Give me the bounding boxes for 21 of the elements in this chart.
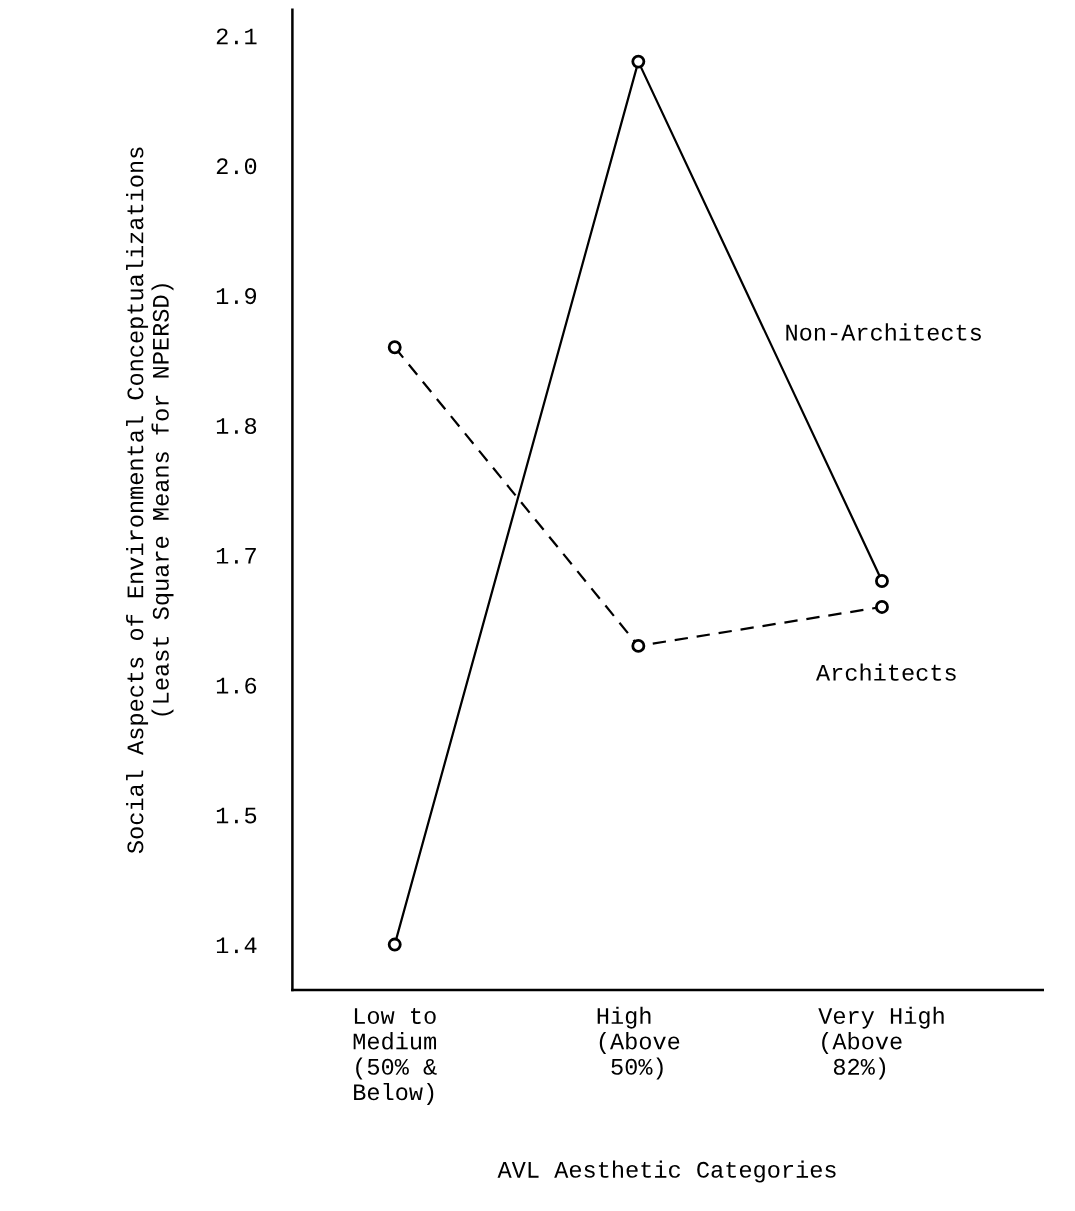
- point: [631, 54, 646, 69]
- series-label: Non-Architects: [786, 323, 981, 341]
- x-tick-label: High (Above 50%): [597, 1006, 680, 1080]
- y-tick-label: 1.8: [216, 417, 257, 434]
- y-tick-label: 1.4: [216, 937, 257, 954]
- point: [875, 574, 889, 588]
- point: [387, 340, 402, 355]
- y-tick-label: 1.6: [216, 677, 257, 694]
- y-axis-title: Social Aspects of Environmental Conceptualizations (Least Square Means for NPERSD): [126, 147, 174, 854]
- x-tick-label: Low to Medium (50% & Below): [353, 1008, 437, 1105]
- y-tick-label: 1.9: [216, 288, 257, 305]
- x-axis-title: AVL Aesthetic Categories: [497, 1160, 836, 1183]
- y-tick-label: 2.1: [216, 28, 257, 45]
- y-tick-label: 1.5: [216, 807, 257, 824]
- y-tick-label: 2.0: [216, 158, 257, 175]
- point: [875, 600, 889, 614]
- x-tick-label: Very High (Above 82%): [818, 1006, 944, 1080]
- y-tick-label: 1.7: [216, 548, 256, 564]
- series-label: Architects: [815, 663, 956, 681]
- point: [387, 937, 402, 952]
- point: [631, 638, 646, 653]
